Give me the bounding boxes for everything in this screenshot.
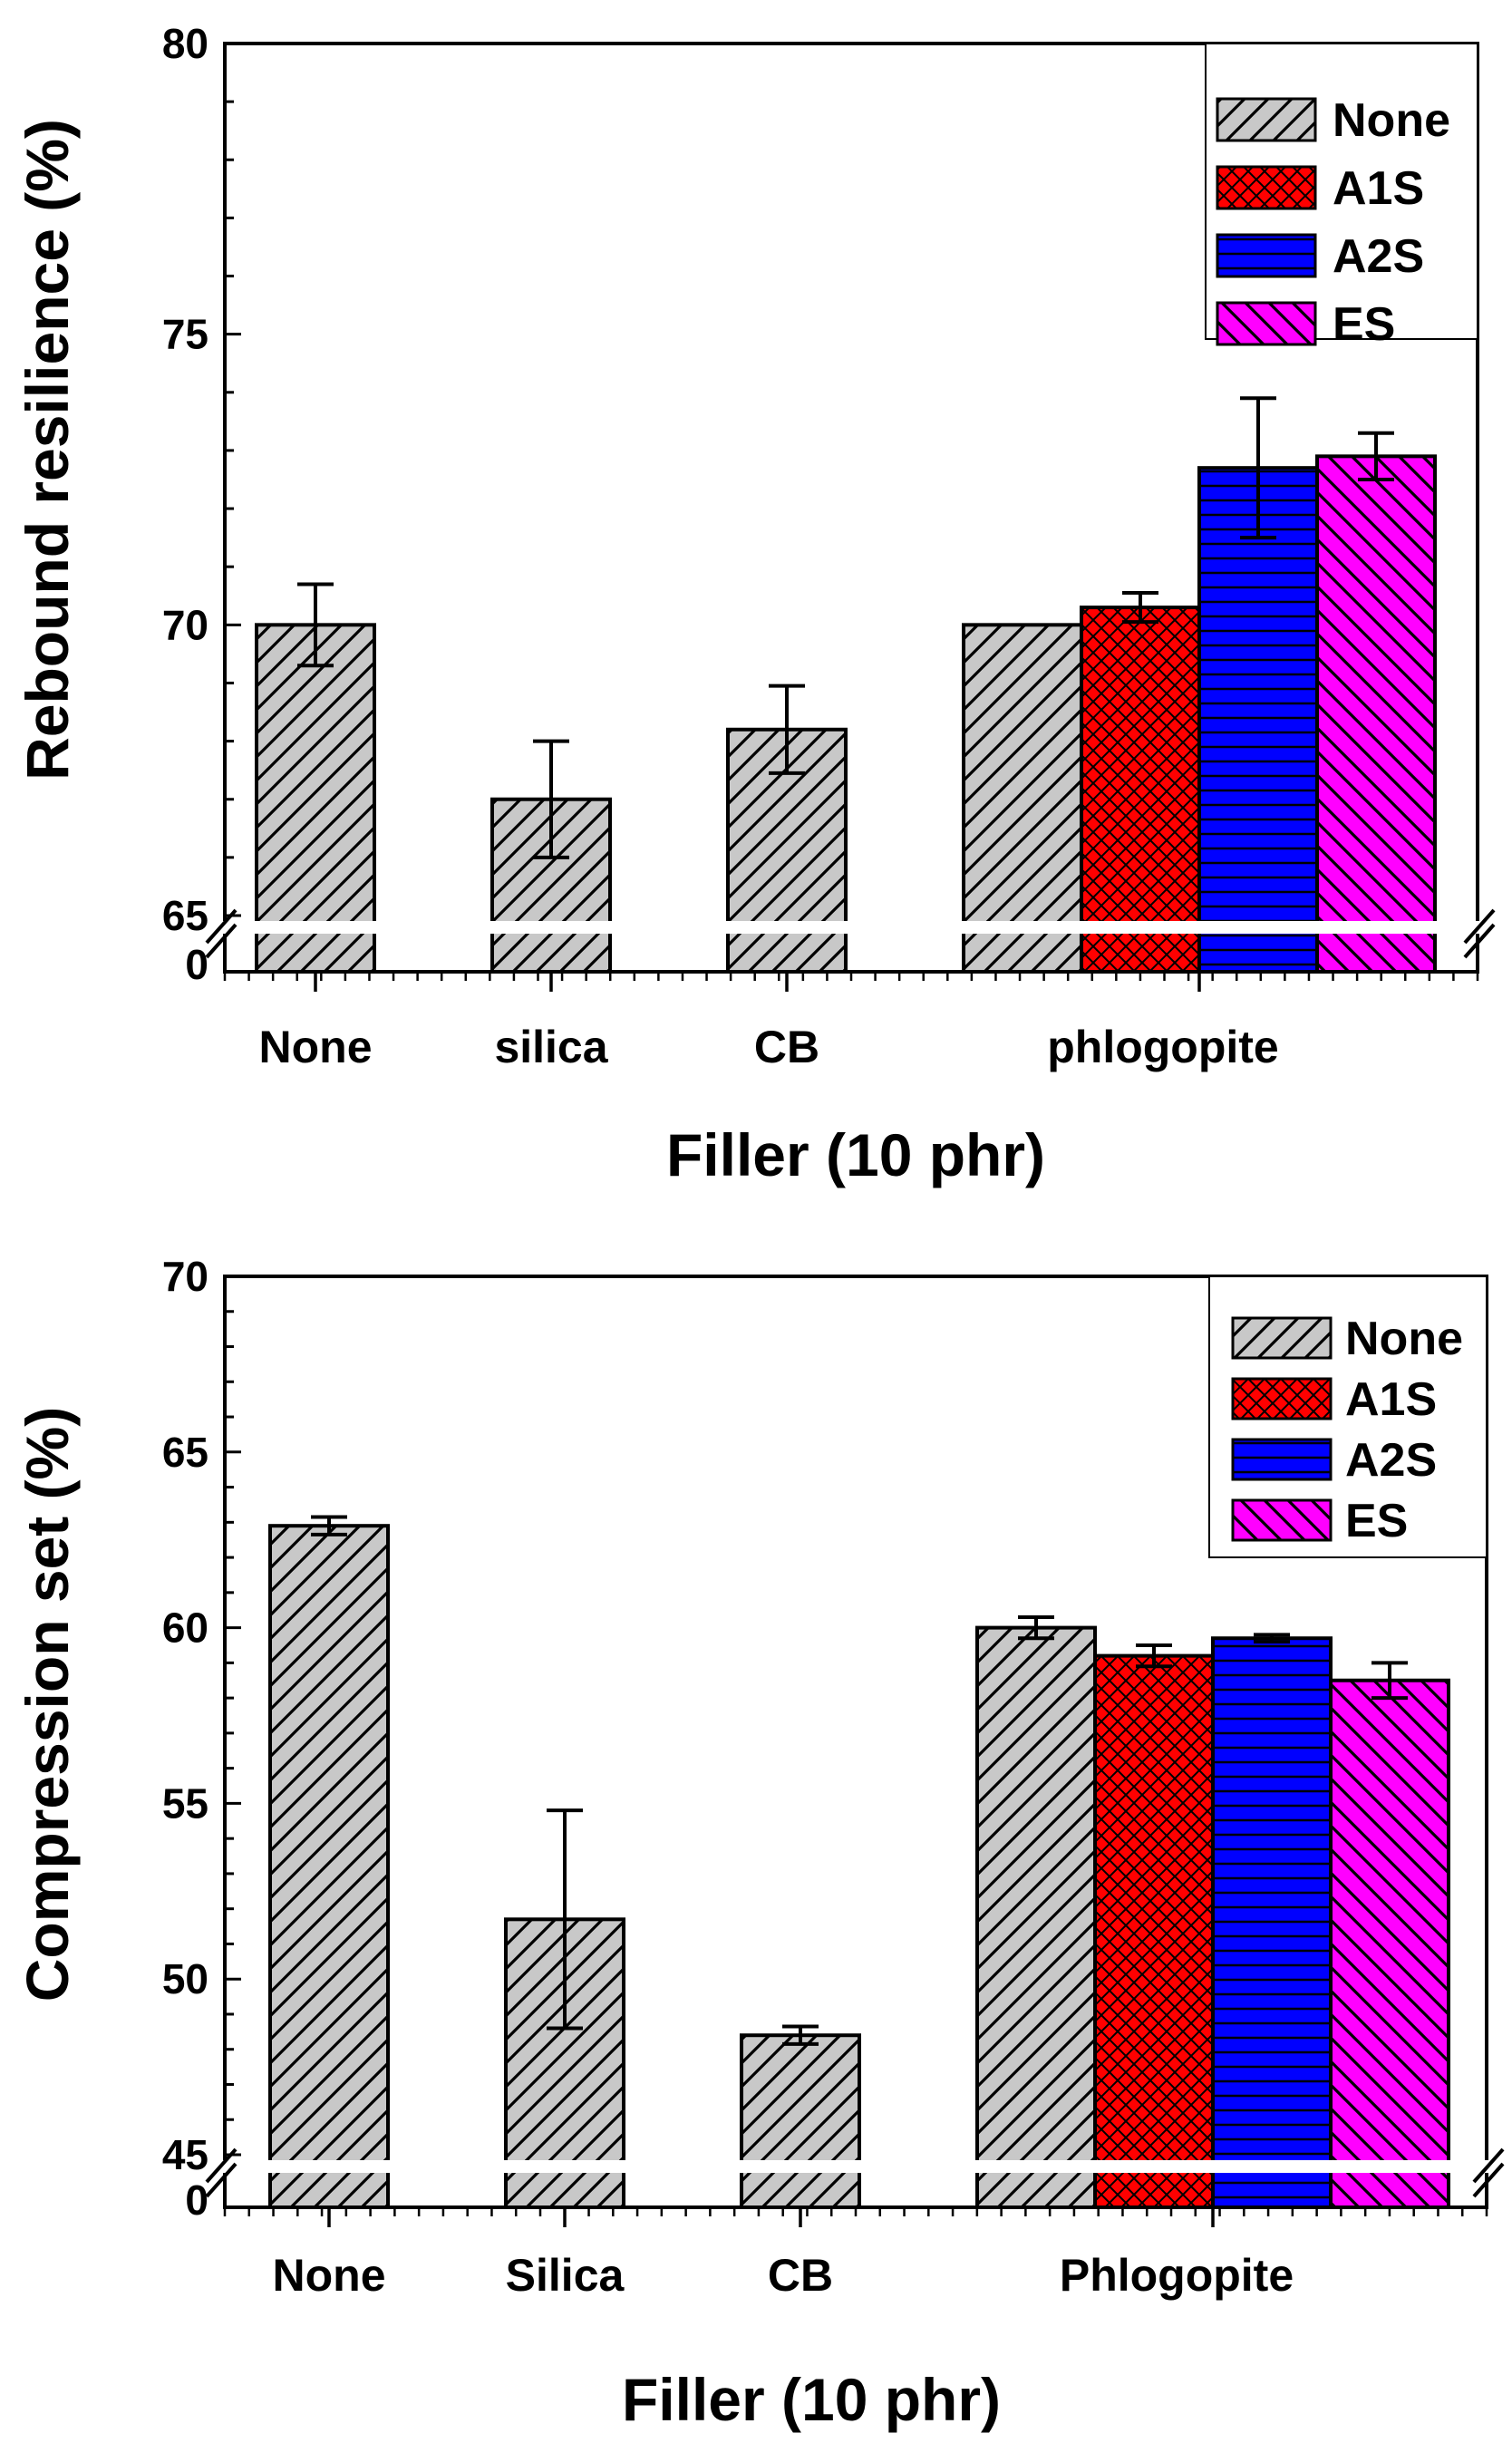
bar-phlogopite-es: [1329, 1678, 1450, 2209]
y-tick-label: 55: [162, 1779, 208, 1827]
compression-set-chart: 045 50 55 60 65 70 None Silica CB Phlogopite None…: [14, 1253, 1512, 2433]
y-tick-label: 0: [185, 941, 208, 988]
legend-label-none: None: [1345, 1313, 1463, 1365]
y-axis-title: Compression set (%): [14, 1407, 81, 2002]
y-axis-title: Rebound resilience (%): [14, 119, 81, 780]
error-bar-cb-none: [782, 2024, 819, 2046]
y-tick-label: 0: [185, 2176, 208, 2224]
y-tick-label: 65: [162, 892, 208, 939]
error-bar-phlogopite-a2s: [1254, 1633, 1290, 1644]
x-tick-label-phlogopite: Phlogopite: [1060, 2250, 1294, 2301]
legend-label-a1s: A1S: [1333, 162, 1424, 215]
y-tick-label: 50: [162, 1955, 208, 2002]
x-tick-label-none: None: [273, 2250, 386, 2301]
error-bar-phlogopite-a1s: [1122, 591, 1158, 625]
error-bar-phlogopite-a2s: [1240, 396, 1276, 540]
error-bar-none-none: [297, 582, 334, 668]
legend-label-es: ES: [1345, 1495, 1408, 1547]
y-tick-label: 70: [162, 601, 208, 648]
axis-break-right: [1472, 2147, 1505, 2198]
bar-phlogopite-a2s: [1197, 466, 1319, 974]
x-tick-label-none: None: [259, 1022, 373, 1072]
x-tick-label-cb: CB: [768, 2250, 833, 2301]
legend-label-none: None: [1333, 94, 1450, 147]
legend-label-a2s: A2S: [1333, 230, 1424, 283]
x-tick-label-silica: Silica: [506, 2250, 625, 2301]
legend-swatch-none: [1216, 97, 1317, 142]
y-tick-label: 75: [162, 311, 208, 358]
x-tick-label-silica: silica: [494, 1022, 608, 1072]
legend-swatch-es: [1216, 301, 1317, 346]
y-tick-label: 45: [162, 2131, 208, 2178]
bar-cb-none: [740, 2033, 861, 2210]
legend-swatch-a2s: [1216, 233, 1317, 278]
axis-break-band: [198, 2160, 1512, 2173]
axis-break-right: [1463, 908, 1496, 959]
error-bar-silica-none: [547, 1808, 583, 2031]
legend-label-es: ES: [1333, 298, 1395, 351]
bar-phlogopite-a1s: [1093, 1653, 1215, 2210]
x-axis-title: Filler (10 phr): [666, 1121, 1045, 1188]
axis-break-band: [198, 921, 1505, 934]
bar-none-none: [255, 623, 376, 974]
bar-phlogopite-a2s: [1211, 1636, 1333, 2209]
error-bar-phlogopite-a1s: [1136, 1643, 1172, 1669]
error-bar-phlogopite-es: [1371, 1661, 1408, 1701]
bar-phlogopite-none: [975, 1625, 1097, 2209]
bar-none-none: [268, 1524, 390, 2210]
legend-swatch-a2s: [1231, 1438, 1333, 1481]
x-tick-label-phlogopite: phlogopite: [1047, 1022, 1279, 1072]
bar-phlogopite-none: [962, 623, 1083, 974]
x-axis-title: Filler (10 phr): [622, 2366, 1001, 2433]
error-bar-phlogopite-none: [1018, 1614, 1054, 1641]
y-tick-label: 70: [162, 1253, 208, 1300]
error-bar-none-none: [311, 1515, 347, 1537]
error-bar-silica-none: [533, 739, 569, 859]
bar-phlogopite-a1s: [1080, 606, 1201, 974]
legend-swatch-a1s: [1216, 165, 1317, 210]
legend-swatch-es: [1231, 1498, 1333, 1542]
y-tick-label: 60: [162, 1604, 208, 1652]
legend-label-a1s: A1S: [1345, 1373, 1437, 1426]
y-tick-label: 65: [162, 1429, 208, 1476]
y-tick-label: 80: [162, 20, 208, 67]
legend-swatch-none: [1231, 1316, 1333, 1360]
legend-label-a2s: A2S: [1345, 1434, 1437, 1487]
bar-phlogopite-es: [1315, 454, 1437, 974]
error-bar-cb-none: [769, 683, 805, 775]
legend-swatch-a1s: [1231, 1377, 1333, 1420]
error-bar-phlogopite-es: [1358, 431, 1394, 481]
x-tick-label-cb: CB: [754, 1022, 819, 1072]
rebound-resilience-chart: 065 70 75 80 None silica CB phlogopite None A1S A…: [14, 20, 1505, 1188]
